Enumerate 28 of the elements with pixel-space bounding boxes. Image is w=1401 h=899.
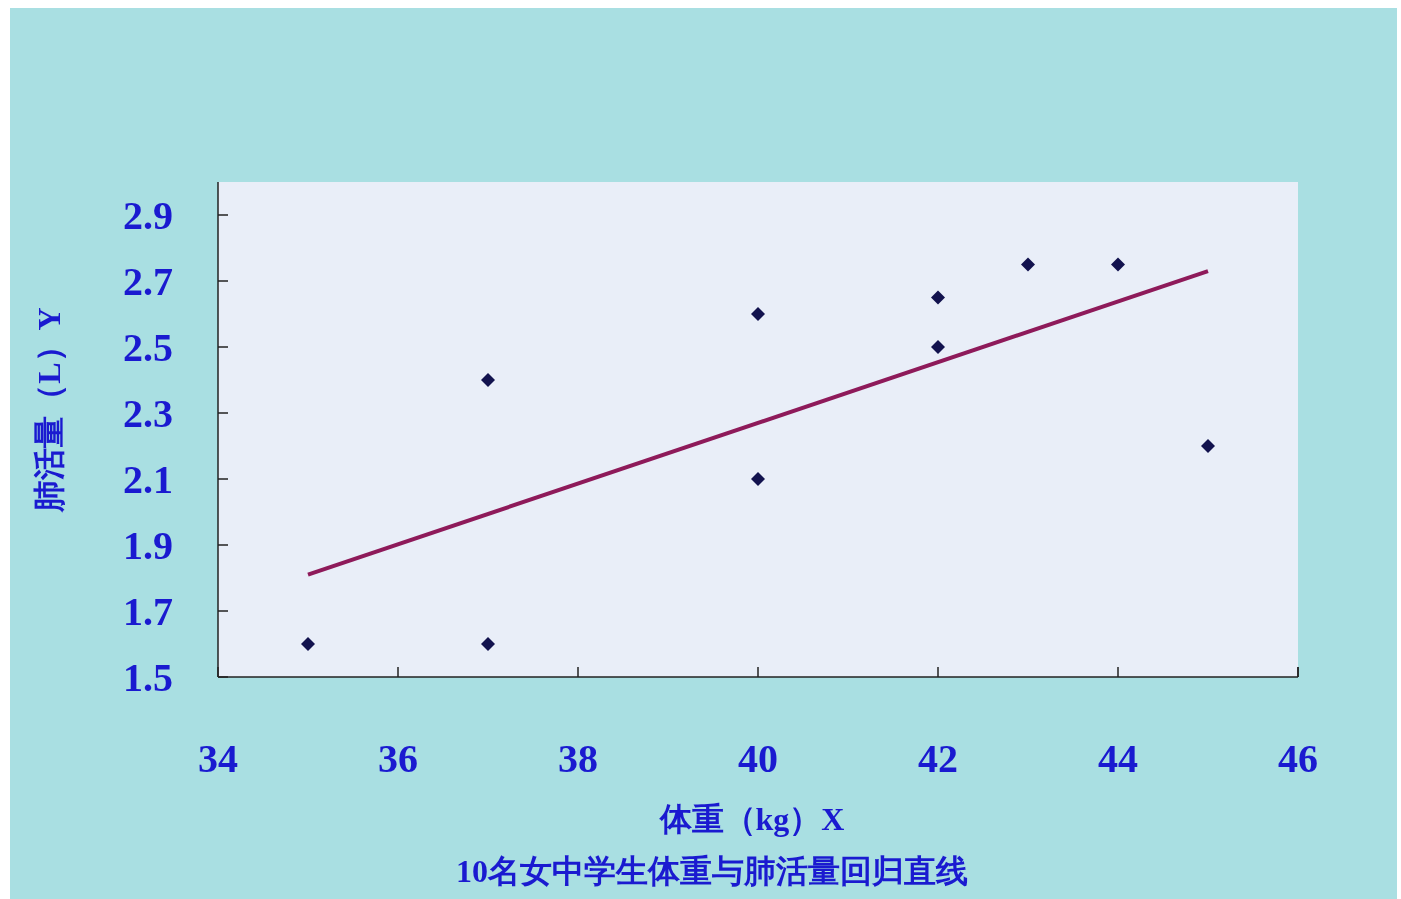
point (481, 637, 495, 651)
x-tick-label: 38 (558, 736, 598, 781)
y-tick-label: 2.5 (123, 325, 173, 370)
y-axis-title: 肺活量（L）Y (31, 307, 67, 513)
point (1201, 439, 1215, 453)
text: 10名女中学生体重与肺活量回归直线 (456, 853, 968, 889)
point (751, 307, 765, 321)
y-tick-label: 2.7 (123, 259, 173, 304)
y-tick-label: 1.5 (123, 655, 173, 700)
point (301, 637, 315, 651)
y-tick-label: 2.9 (123, 193, 173, 238)
y-tick-label: 2.3 (123, 391, 173, 436)
point (1021, 257, 1035, 272)
point (481, 373, 495, 387)
y-tick-label: 1.9 (123, 523, 173, 568)
y-tick-label: 2.1 (123, 457, 173, 502)
x-tick-label: 36 (378, 736, 418, 781)
x-tick-label: 40 (738, 736, 778, 781)
x-tick-label: 34 (198, 736, 238, 781)
y-tick-label: 1.7 (123, 589, 173, 634)
x-tick-label: 42 (918, 736, 958, 781)
x-tick-label: 44 (1098, 736, 1138, 781)
point (1111, 257, 1125, 272)
point (751, 472, 765, 486)
point (931, 340, 945, 354)
x-axis-title: 体重（kg）X (658, 801, 845, 837)
x-tick-label: 46 (1278, 736, 1318, 781)
point (931, 290, 945, 305)
